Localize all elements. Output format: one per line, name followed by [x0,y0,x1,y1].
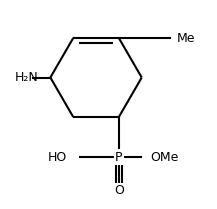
Text: H₂N: H₂N [15,71,39,84]
Text: OMe: OMe [150,151,178,164]
Text: HO: HO [48,151,67,164]
Text: Me: Me [177,32,196,45]
Text: P: P [115,151,123,164]
Text: O: O [114,184,124,197]
